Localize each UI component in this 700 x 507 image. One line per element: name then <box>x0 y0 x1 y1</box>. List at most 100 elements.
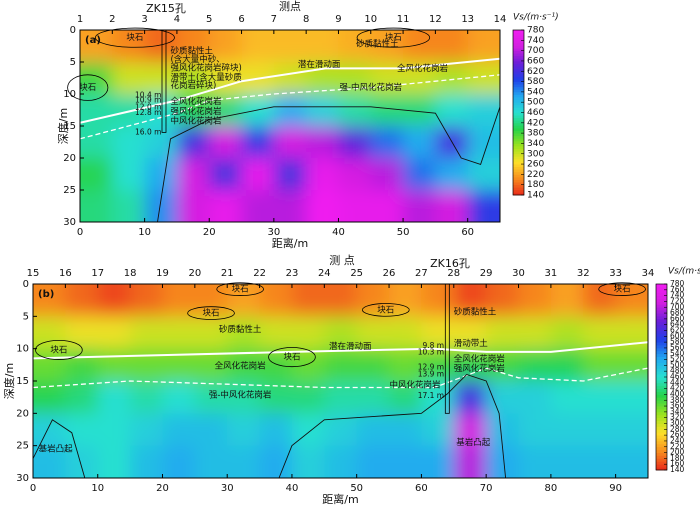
velocity-cell <box>227 284 261 317</box>
velocity-cell <box>435 30 469 63</box>
velocity-cell <box>370 190 404 222</box>
top-tick-label: 29 <box>480 268 493 279</box>
velocity-cell <box>209 190 243 222</box>
colorbar-tick-label: 500 <box>670 360 685 369</box>
y-tick-label: 0 <box>70 25 76 36</box>
velocity-cell <box>33 445 66 478</box>
y-tick-label: 30 <box>16 473 29 484</box>
colorbar-segment <box>656 394 667 398</box>
colorbar-segment <box>513 171 524 175</box>
colorbar-segment <box>656 397 667 401</box>
weathering-boundary <box>33 367 648 389</box>
y-tick-label: 0 <box>23 279 29 290</box>
velocity-cell <box>324 445 358 478</box>
annotation: 强风化花岗岩碎块) <box>170 62 241 73</box>
colorbar-tick-label: 320 <box>670 413 685 422</box>
colorbar-tick-label: 460 <box>527 108 544 118</box>
velocity-cell <box>273 126 307 159</box>
top-tick-label: 26 <box>383 268 396 279</box>
colorbar-segment <box>513 97 524 101</box>
velocity-cell <box>421 381 455 414</box>
depth-label: 12.8 m <box>135 108 161 117</box>
colorbar-tick-label: 520 <box>670 355 685 364</box>
velocity-cell <box>97 316 131 350</box>
depth-label: 12.9 m <box>418 362 444 371</box>
depth-label: 13.9 m <box>418 370 444 379</box>
velocity-cell <box>209 126 243 159</box>
colorbar-segment <box>656 333 667 337</box>
colorbar-segment <box>656 400 667 404</box>
colorbar-segment <box>513 58 524 62</box>
top-tick-label: 32 <box>577 268 590 279</box>
colorbar-segment <box>513 189 524 193</box>
colorbar-segment <box>513 164 524 168</box>
velocity-cell <box>259 316 293 350</box>
velocity-cell <box>130 445 163 478</box>
x-tick-label: 50 <box>397 227 410 238</box>
velocity-cell <box>97 348 131 382</box>
colorbar-segment <box>513 115 524 119</box>
colorbar-segment <box>513 42 524 46</box>
velocity-cell <box>389 445 422 478</box>
velocity-cell <box>518 381 552 414</box>
velocity-cell <box>291 445 325 478</box>
colorbar-segment <box>513 146 524 149</box>
annotation: (含大量中砂、 <box>170 54 224 65</box>
velocity-cell <box>241 158 275 191</box>
colorbar-tick-label: 540 <box>670 349 685 358</box>
colorbar-segment <box>656 467 667 471</box>
annotation: 块石 <box>377 304 394 315</box>
colorbar-segment <box>513 81 524 85</box>
velocity-cell <box>356 348 390 382</box>
velocity-cell <box>176 126 210 159</box>
colorbar-segment <box>513 166 524 170</box>
colorbar-tick-label: 300 <box>527 149 544 159</box>
annotation: 块石 <box>50 344 67 355</box>
colorbar-segment <box>656 342 667 346</box>
colorbar-tick-label: 580 <box>670 337 685 346</box>
colorbar-segment <box>656 350 667 355</box>
top-tick-label: 19 <box>156 268 169 279</box>
colorbar-segment <box>513 48 524 52</box>
velocity-cell <box>112 158 146 191</box>
colorbar-segment <box>513 63 524 67</box>
boulder-outline <box>598 282 646 296</box>
colorbar-segment <box>656 429 667 433</box>
velocity-cell <box>583 316 617 350</box>
colorbar-segment <box>656 315 667 320</box>
velocity-cell <box>467 30 500 63</box>
velocity-cell <box>389 316 422 350</box>
velocity-cell <box>421 284 455 317</box>
velocity-cell <box>97 284 131 317</box>
velocity-cell <box>291 413 325 447</box>
panel-label: (a) <box>85 35 101 46</box>
annotation: 块石 <box>232 284 249 295</box>
top-tick-label: 24 <box>318 268 331 279</box>
x-axis-title: 距离/m <box>272 236 308 250</box>
velocity-cell <box>194 445 228 478</box>
top-tick-label: 17 <box>91 268 104 279</box>
annotation: 基岩凸起 <box>456 437 491 448</box>
plot-area <box>80 30 500 222</box>
colorbar-segment <box>513 112 524 116</box>
annotation: 强-中风化花岗岩 <box>339 82 402 93</box>
velocity-cell <box>324 381 358 414</box>
y-tick-label: 15 <box>16 376 29 387</box>
velocity-cell <box>467 190 500 222</box>
top-tick-label: 34 <box>642 268 655 279</box>
colorbar-segment <box>656 438 667 442</box>
colorbar-segment <box>656 304 667 308</box>
x-tick-label: 50 <box>350 483 363 494</box>
velocity-cell <box>194 413 228 447</box>
velocity-cell <box>227 445 261 478</box>
colorbar-tick-label: 720 <box>670 296 685 305</box>
top-tick-label: 28 <box>447 268 460 279</box>
colorbar-tick-label: 280 <box>670 424 685 433</box>
velocity-cell <box>518 284 552 317</box>
velocity-cell <box>324 348 358 382</box>
colorbar-segment <box>656 345 667 349</box>
colorbar-segment <box>513 91 524 95</box>
colorbar-tick-label: 400 <box>670 389 685 398</box>
x-tick-label: 0 <box>77 227 83 238</box>
velocity-cell <box>259 413 293 447</box>
